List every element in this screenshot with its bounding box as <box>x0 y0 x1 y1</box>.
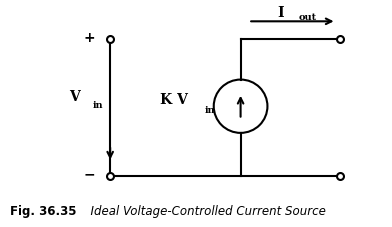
Text: Ideal Voltage-Controlled Current Source: Ideal Voltage-Controlled Current Source <box>83 205 326 218</box>
Text: V: V <box>69 90 80 104</box>
Text: in: in <box>93 101 103 110</box>
Text: K V: K V <box>160 93 188 107</box>
Text: +: + <box>83 31 95 45</box>
Text: in: in <box>205 106 216 115</box>
Text: −: − <box>83 168 95 182</box>
Text: out: out <box>298 13 316 22</box>
Text: Fig. 36.35: Fig. 36.35 <box>11 205 77 218</box>
Text: I: I <box>277 6 284 20</box>
